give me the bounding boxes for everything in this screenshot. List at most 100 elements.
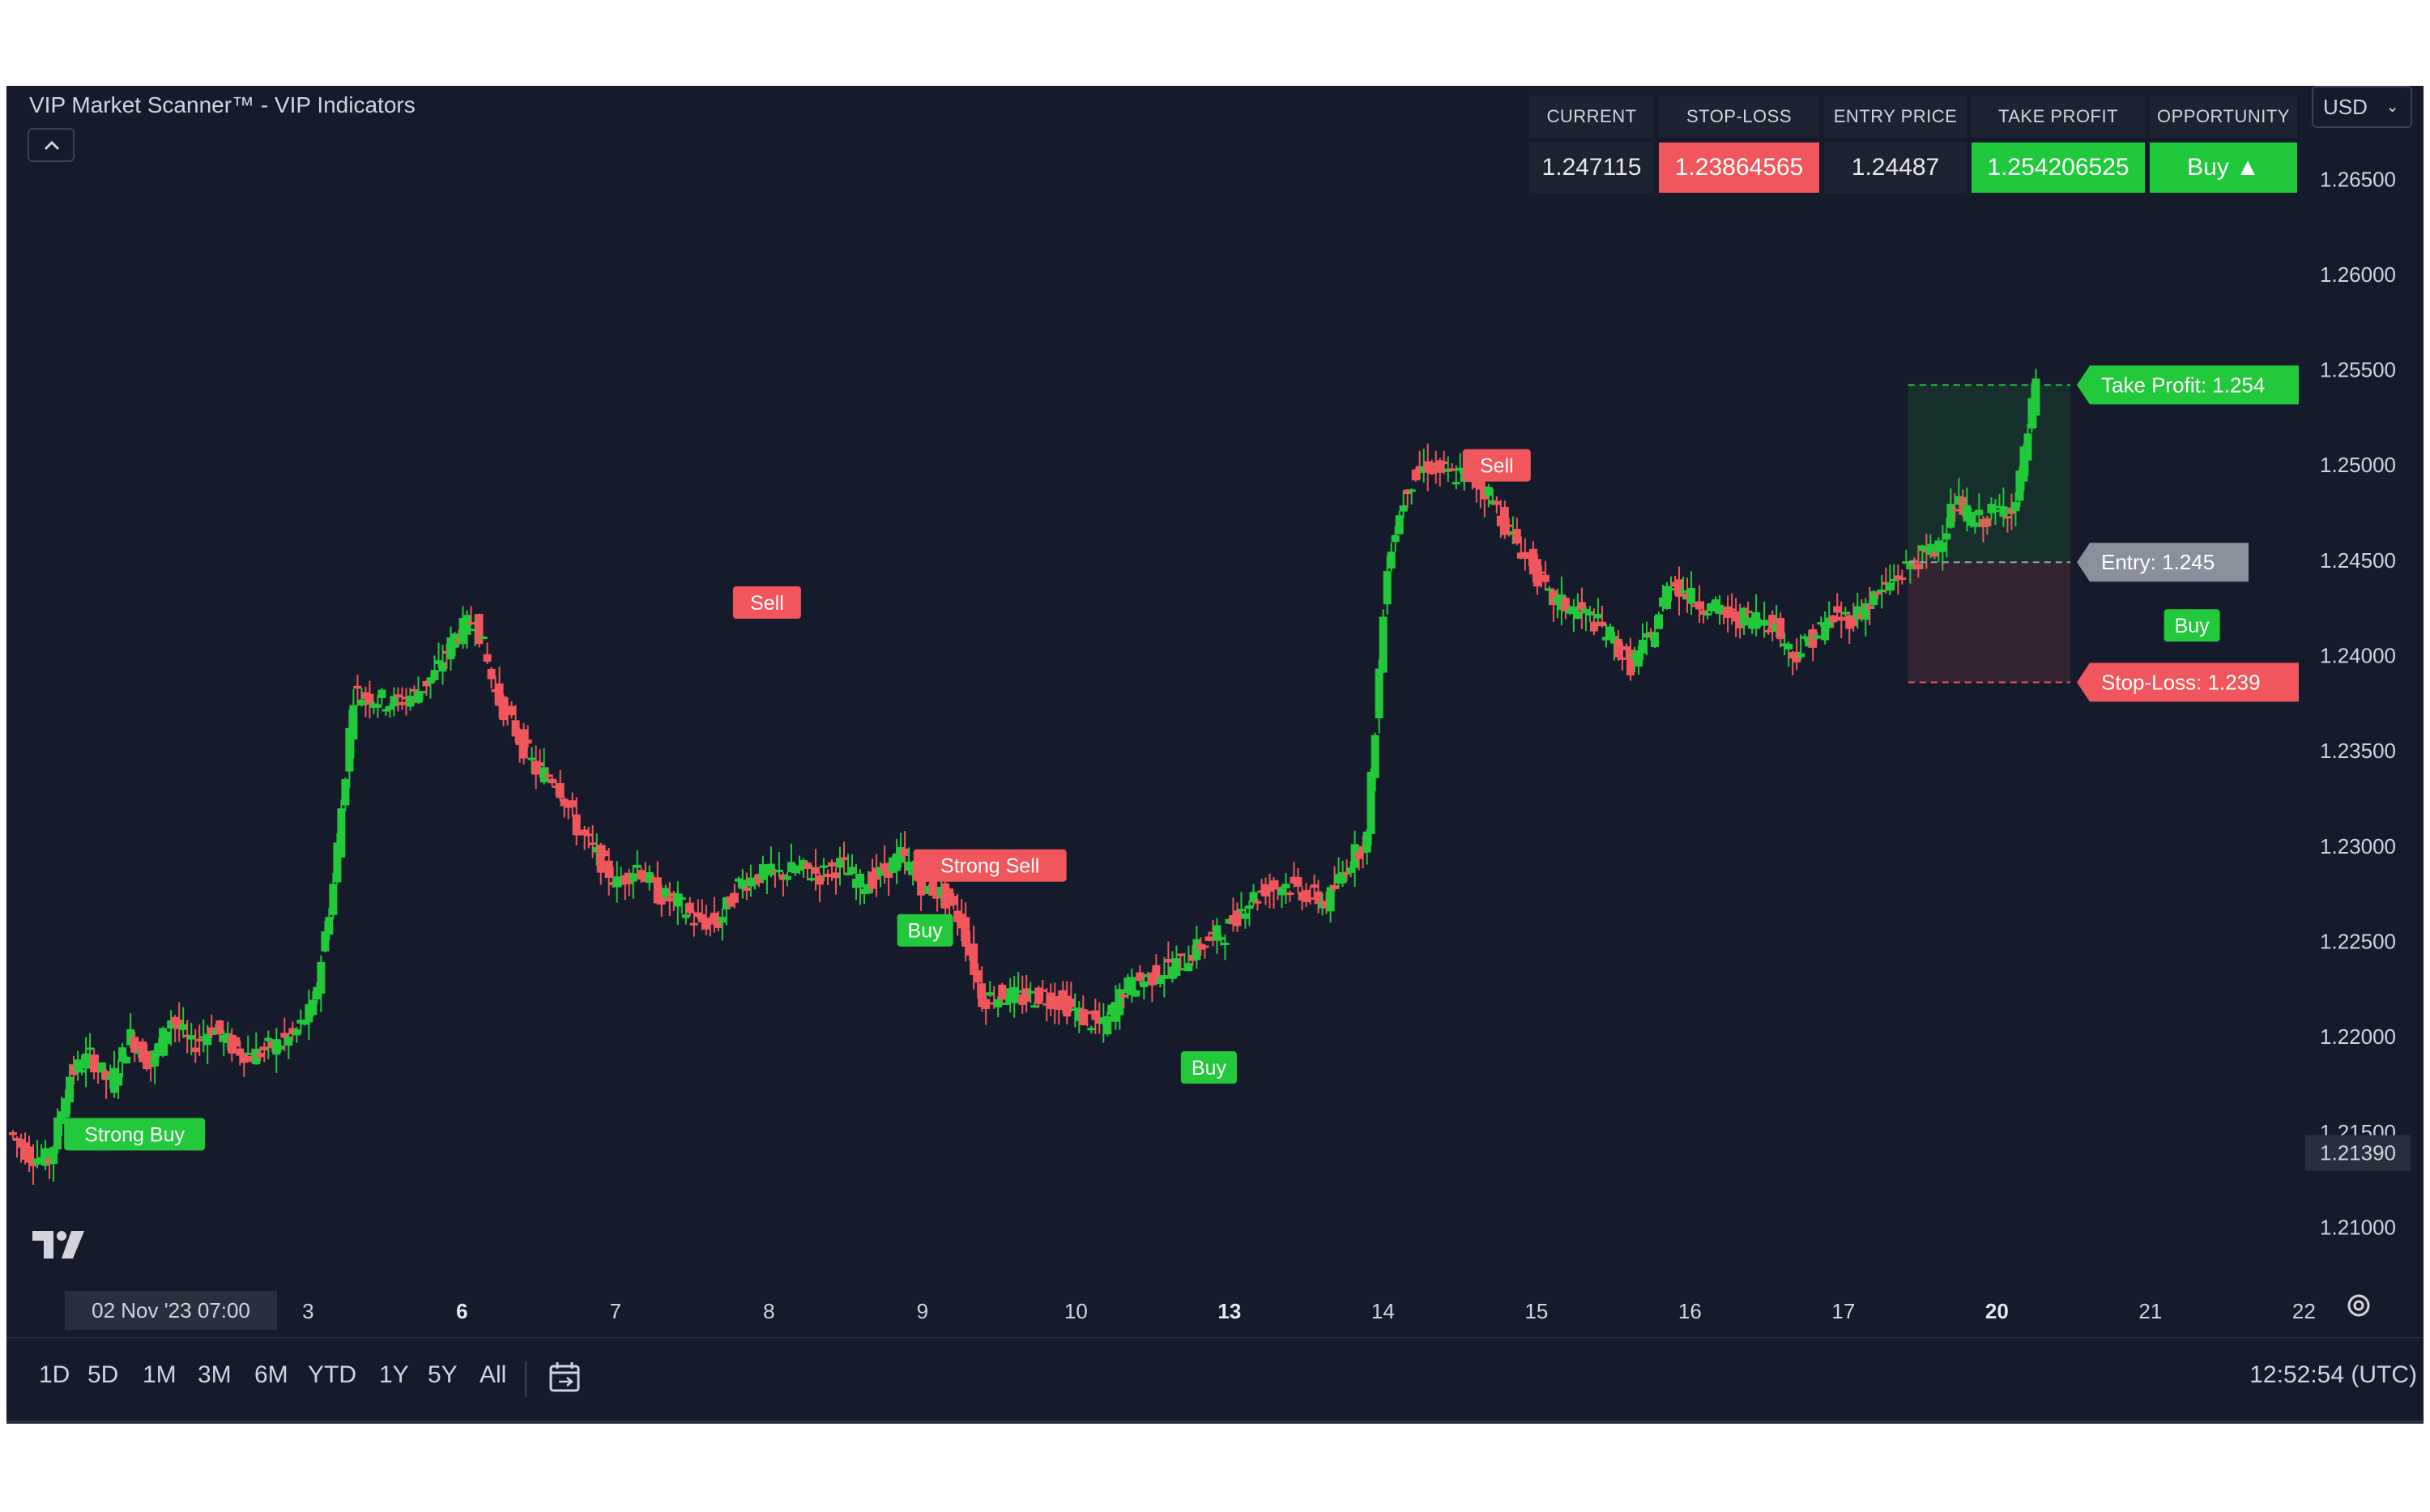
candle-down <box>1091 1010 1100 1020</box>
candle-up <box>1379 616 1388 673</box>
candle-up <box>1707 603 1716 612</box>
x-tick-label: 10 <box>1064 1299 1088 1323</box>
candle-up <box>1123 977 1132 994</box>
candle-down <box>1894 575 1903 579</box>
candle-up <box>1841 611 1850 615</box>
candle-up <box>1237 909 1246 912</box>
stop-loss-value: 1.23864565 <box>1659 143 1819 193</box>
candle-up <box>1443 468 1452 472</box>
signal-table: CURRENT 1.247115 STOP-LOSS 1.23864565 EN… <box>1529 96 2297 193</box>
gear-icon[interactable] <box>2344 1291 2373 1324</box>
chart-window: 1.26500 1.26000 1.25500 1.25000 1.24500 1.240… <box>6 86 2424 1424</box>
candle-up <box>66 1076 75 1103</box>
signal-badge <box>1462 449 1531 482</box>
candle-down <box>1979 519 1988 527</box>
candle-up <box>1659 597 1668 607</box>
candle-up <box>1565 609 1574 614</box>
candle-down <box>398 701 407 705</box>
candle-down <box>1930 552 1939 557</box>
candle-down <box>1411 469 1420 481</box>
candle-up <box>325 917 334 935</box>
sl-label: Stop-Loss: 1.239 <box>2101 670 2261 694</box>
candle-down <box>1950 509 1959 512</box>
candle-down <box>394 694 403 698</box>
candle-up <box>82 1053 91 1069</box>
candle-up <box>1419 466 1428 473</box>
candle-up <box>1391 535 1400 543</box>
candle-up <box>718 917 727 923</box>
y-tick-label: 1.22000 <box>2320 1024 2396 1049</box>
candle-up <box>272 1039 281 1055</box>
candle-down <box>1047 992 1055 1010</box>
candle-down <box>1063 995 1072 1017</box>
candle-down <box>1152 965 1161 982</box>
candle-up <box>1878 590 1886 593</box>
candle-up <box>377 689 386 698</box>
candle-up <box>1752 612 1761 629</box>
candle-down <box>1439 461 1448 465</box>
candle-down <box>1549 590 1558 606</box>
candle-down <box>1136 972 1145 982</box>
candle-up <box>386 705 394 710</box>
candle-up <box>134 1051 143 1054</box>
candle-down <box>953 910 962 922</box>
candle-up <box>1277 888 1286 896</box>
candle-up <box>1667 588 1676 591</box>
candle-up <box>276 1046 285 1050</box>
candle-up <box>1999 506 2008 517</box>
candle-up <box>349 705 358 740</box>
candle-down <box>584 833 593 837</box>
candle-down <box>548 778 556 784</box>
candle-up <box>1630 654 1639 660</box>
candle-up <box>1748 617 1757 629</box>
candle-down <box>1959 496 1967 515</box>
timeframe-3m[interactable]: 3M <box>198 1361 232 1388</box>
candle-down <box>803 862 812 870</box>
candle-down <box>929 880 938 897</box>
candle-down <box>1541 574 1550 582</box>
timeframe-1y[interactable]: 1Y <box>379 1361 409 1388</box>
candle-up <box>925 885 934 894</box>
candle-up <box>1650 632 1659 648</box>
tradingview-logo[interactable] <box>32 1231 84 1263</box>
candle-down <box>94 1067 103 1071</box>
candle-down <box>1492 501 1501 505</box>
timeframe-6m[interactable]: 6M <box>254 1361 288 1388</box>
candle-up <box>373 704 382 708</box>
currency-select[interactable]: USD ⌄ <box>2312 86 2412 128</box>
candle-down <box>1744 610 1753 613</box>
candle-down <box>1038 989 1047 992</box>
y-tick-label: 1.21000 <box>2320 1215 2396 1239</box>
candle-up <box>211 1030 220 1034</box>
candle-down <box>1788 652 1797 658</box>
collapse-button[interactable] <box>28 128 75 162</box>
timeframe-5d[interactable]: 5D <box>87 1361 119 1388</box>
candle-down <box>228 1034 237 1054</box>
candle-up <box>1156 978 1165 984</box>
candle-up <box>738 880 747 889</box>
candle-down <box>1732 611 1741 622</box>
candle-down <box>608 882 617 885</box>
candle-down <box>1302 890 1311 903</box>
timeframe-5y[interactable]: 5Y <box>428 1361 458 1388</box>
price-chart[interactable]: 1.26500 1.26000 1.25500 1.25000 1.24500 1.240… <box>6 86 2424 1337</box>
candle-up <box>163 1031 172 1044</box>
candle-up <box>1634 650 1643 667</box>
candle-down <box>1764 629 1773 632</box>
timeframe-ytd[interactable]: YTD <box>308 1361 356 1388</box>
timeframe-1d[interactable]: 1D <box>39 1361 70 1388</box>
candle-down <box>1496 515 1505 526</box>
candle-up <box>661 888 670 897</box>
candle-down <box>933 894 942 899</box>
x-tick-label: 9 <box>917 1299 928 1323</box>
candle-up <box>1221 942 1230 945</box>
timeframe-all[interactable]: All <box>480 1361 507 1388</box>
candle-up <box>848 867 857 874</box>
candle-down <box>1119 995 1128 998</box>
timeframe-1m[interactable]: 1M <box>143 1361 177 1388</box>
candle-up <box>1995 505 2004 509</box>
calendar-icon[interactable] <box>548 1360 583 1399</box>
candle-up <box>1334 874 1343 884</box>
candle-down <box>1537 571 1545 574</box>
candle-down <box>604 860 613 879</box>
